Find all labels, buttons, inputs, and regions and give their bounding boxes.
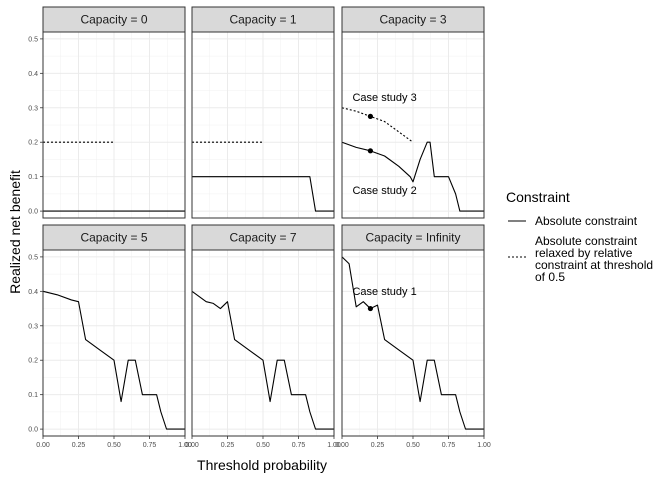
panel-5-x-tick-label-0: 0.00: [185, 442, 199, 449]
legend-label-relaxed-line-2: relaxed by relative: [535, 246, 633, 260]
panel-4-x-tick-label-3: 0.75: [143, 442, 157, 449]
panel-3-case-point-2: [367, 148, 373, 154]
panel-1-strip: [42, 6, 186, 33]
panel-1-border: [42, 31, 186, 219]
panel-4-x-tick-label-4: 1.00: [178, 442, 192, 449]
panel-1-y-tick-label-1: 0.1: [28, 174, 38, 181]
legend-label-absolute: Absolute constraint: [535, 214, 638, 228]
panel-3-series-solid-line: [341, 141, 484, 212]
panel-1: Capacity = 0 0.0 0.1 0.2 0.3 0.4 0.5: [28, 6, 186, 219]
panel-4-x-tick-label-1: 0.25: [72, 442, 86, 449]
panel-1-y-tick-label-3: 0.3: [28, 105, 38, 112]
panel-6-border: [341, 249, 485, 437]
panel-4-y-tick-label-0: 0.0: [28, 427, 38, 434]
panel-6-x-tick-label-3: 0.75: [442, 442, 456, 449]
panel-1-y-tick-label-4: 0.4: [28, 71, 38, 78]
panel-1-y-tick-label-5: 0.5: [28, 36, 38, 43]
panel-4-strip-label: Capacity = 5: [80, 231, 147, 245]
legend-title: Constraint: [506, 189, 570, 205]
panel-3-strip: [341, 6, 485, 33]
panel-6-x-tick-label-2: 0.50: [406, 442, 420, 449]
panel-5-x-tick-label-4: 1.00: [327, 442, 341, 449]
panel-4-x-tick-label-2: 0.50: [107, 442, 121, 449]
panel-3-border: [341, 31, 485, 219]
panel-4: Capacity = 5 0.0 0.1 0.2 0.3 0.4 0.5 0.00 0.25 0.…: [28, 224, 192, 449]
panel-3: Capacity = 3 Case study 3 Case study 2: [341, 6, 485, 219]
panel-3-annotation-2: Case study 2: [352, 185, 416, 197]
panel-5: Capacity = 7 0.00 0.25 0.50 0.75 1.00: [185, 224, 341, 449]
panel-3-annotation-1: Case study 3: [352, 92, 416, 104]
panel-6-case-point-1: [367, 305, 373, 312]
panel-2-border: [191, 31, 335, 219]
panel-6-x-tick-label-0: 0.00: [335, 442, 349, 449]
panel-3-case-point-1: [367, 113, 373, 119]
panel-4-y-tick-label-1: 0.1: [28, 392, 38, 399]
panel-5-x-tick-label-3: 0.75: [292, 442, 306, 449]
panel-6-strip-label: Capacity = Infinity: [365, 231, 460, 245]
panel-6-x-tick-label-4: 1.00: [477, 442, 491, 449]
panel-4-border: [42, 249, 186, 437]
panel-3-series-dotted-line: [341, 107, 414, 143]
panel-5-x-tick-label-2: 0.50: [256, 442, 270, 449]
panel-2: Capacity = 1: [191, 6, 335, 219]
panel-2-strip: [191, 6, 335, 33]
legend: Constraint Absolute constraint Absolute …: [506, 189, 653, 284]
panel-6: Capacity = Infinity 0.00 0.25 0.50 0.75 1.00 C…: [335, 224, 491, 449]
panel-5-series-solid-line: [191, 290, 334, 430]
panel-6-annotation-1: Case study 1: [352, 286, 416, 298]
panel-5-border: [191, 249, 335, 437]
legend-label-relaxed-line-3: constraint at threshold: [535, 258, 653, 272]
panel-6-strip: [341, 224, 485, 251]
panel-4-y-tick-label-5: 0.5: [28, 254, 38, 261]
panel-4-strip: [42, 224, 186, 251]
panel-5-strip: [191, 224, 335, 251]
panel-1-y-tick-label-2: 0.2: [28, 140, 38, 147]
panel-4-series-solid-line: [42, 290, 185, 430]
legend-label-relaxed-line-4: of 0.5: [535, 270, 565, 284]
panel-5-strip-label: Capacity = 7: [229, 231, 296, 245]
y-axis-title: Realized net benefit: [7, 170, 23, 294]
panel-5-x-tick-label-1: 0.25: [221, 442, 235, 449]
panel-4-y-tick-label-2: 0.2: [28, 358, 38, 365]
x-axis-title: Threshold probability: [197, 457, 327, 473]
panel-6-series-solid-line: [341, 256, 484, 430]
panel-2-series-solid-line: [192, 176, 334, 212]
panel-1-y-tick-label-0: 0.0: [28, 209, 38, 216]
panel-4-y-tick-label-4: 0.4: [28, 289, 38, 296]
panel-2-strip-label: Capacity = 1: [229, 13, 296, 27]
panel-3-strip-label: Capacity = 3: [379, 13, 446, 27]
legend-label-relaxed-line-1: Absolute constraint: [535, 234, 638, 248]
panel-6-x-tick-label-1: 0.25: [371, 442, 385, 449]
panel-1-strip-label: Capacity = 0: [80, 13, 147, 27]
panel-4-y-tick-label-3: 0.3: [28, 323, 38, 330]
panel-4-x-tick-label-0: 0.00: [36, 442, 50, 449]
